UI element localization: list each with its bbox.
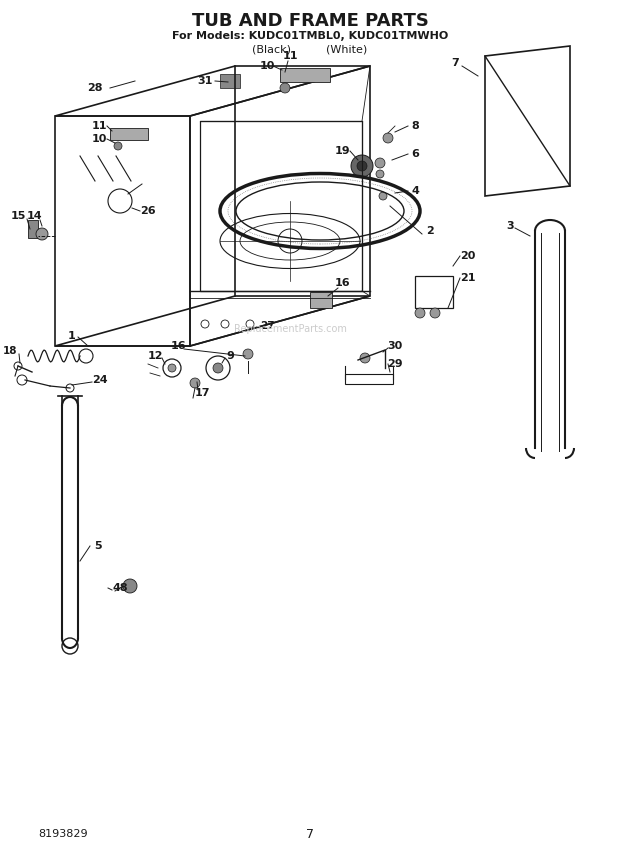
Text: 27: 27 (260, 321, 274, 331)
Bar (28, 220, 38, 238)
Circle shape (415, 308, 425, 318)
Text: For Models: KUDC01TMBL0, KUDC01TMWHO: For Models: KUDC01TMBL0, KUDC01TMWHO (172, 31, 448, 41)
Text: 10: 10 (91, 134, 107, 144)
Text: (Black)          (White): (Black) (White) (252, 44, 368, 54)
Text: ReplacementParts.com: ReplacementParts.com (234, 324, 347, 334)
Text: 48: 48 (112, 583, 128, 593)
Circle shape (213, 363, 223, 373)
Circle shape (36, 228, 48, 240)
Text: 16: 16 (170, 341, 186, 351)
Text: 20: 20 (460, 251, 476, 261)
Text: 11: 11 (91, 121, 107, 131)
Circle shape (243, 349, 253, 359)
Circle shape (383, 133, 393, 143)
Text: 1: 1 (68, 331, 76, 341)
Circle shape (123, 579, 137, 593)
Circle shape (357, 161, 367, 171)
Text: 19: 19 (334, 146, 350, 156)
Bar (220, 74, 240, 88)
Text: 28: 28 (87, 83, 103, 93)
Circle shape (376, 170, 384, 178)
Bar (280, 68, 330, 82)
Text: 16: 16 (334, 278, 350, 288)
Circle shape (351, 155, 373, 177)
Text: 12: 12 (148, 351, 162, 361)
Text: 7: 7 (451, 58, 459, 68)
Bar (415, 276, 453, 308)
Circle shape (430, 308, 440, 318)
Circle shape (280, 83, 290, 93)
Bar (345, 374, 393, 384)
Text: 2: 2 (426, 226, 434, 236)
Text: 18: 18 (2, 346, 17, 356)
Text: 8: 8 (411, 121, 419, 131)
Text: 24: 24 (92, 375, 108, 385)
Text: 3: 3 (506, 221, 514, 231)
Bar (110, 128, 148, 140)
Circle shape (114, 142, 122, 150)
Circle shape (190, 378, 200, 388)
Text: 10: 10 (259, 61, 275, 71)
Text: 4: 4 (411, 186, 419, 196)
Text: 21: 21 (460, 273, 476, 283)
Text: 11: 11 (282, 51, 298, 61)
Text: TUB AND FRAME PARTS: TUB AND FRAME PARTS (192, 12, 428, 30)
Circle shape (379, 192, 387, 200)
Bar (310, 292, 332, 308)
Text: 26: 26 (140, 206, 156, 216)
Circle shape (168, 364, 176, 372)
Text: 6: 6 (411, 149, 419, 159)
Circle shape (375, 158, 385, 168)
Text: 14: 14 (27, 211, 43, 221)
Text: 7: 7 (306, 828, 314, 841)
Text: 17: 17 (194, 388, 210, 398)
Circle shape (360, 353, 370, 363)
Text: 29: 29 (387, 359, 403, 369)
Text: 15: 15 (11, 211, 25, 221)
Text: 5: 5 (94, 541, 102, 551)
Text: 31: 31 (197, 76, 213, 86)
Text: 8193829: 8193829 (38, 829, 87, 839)
Text: 9: 9 (226, 351, 234, 361)
Text: 30: 30 (388, 341, 402, 351)
